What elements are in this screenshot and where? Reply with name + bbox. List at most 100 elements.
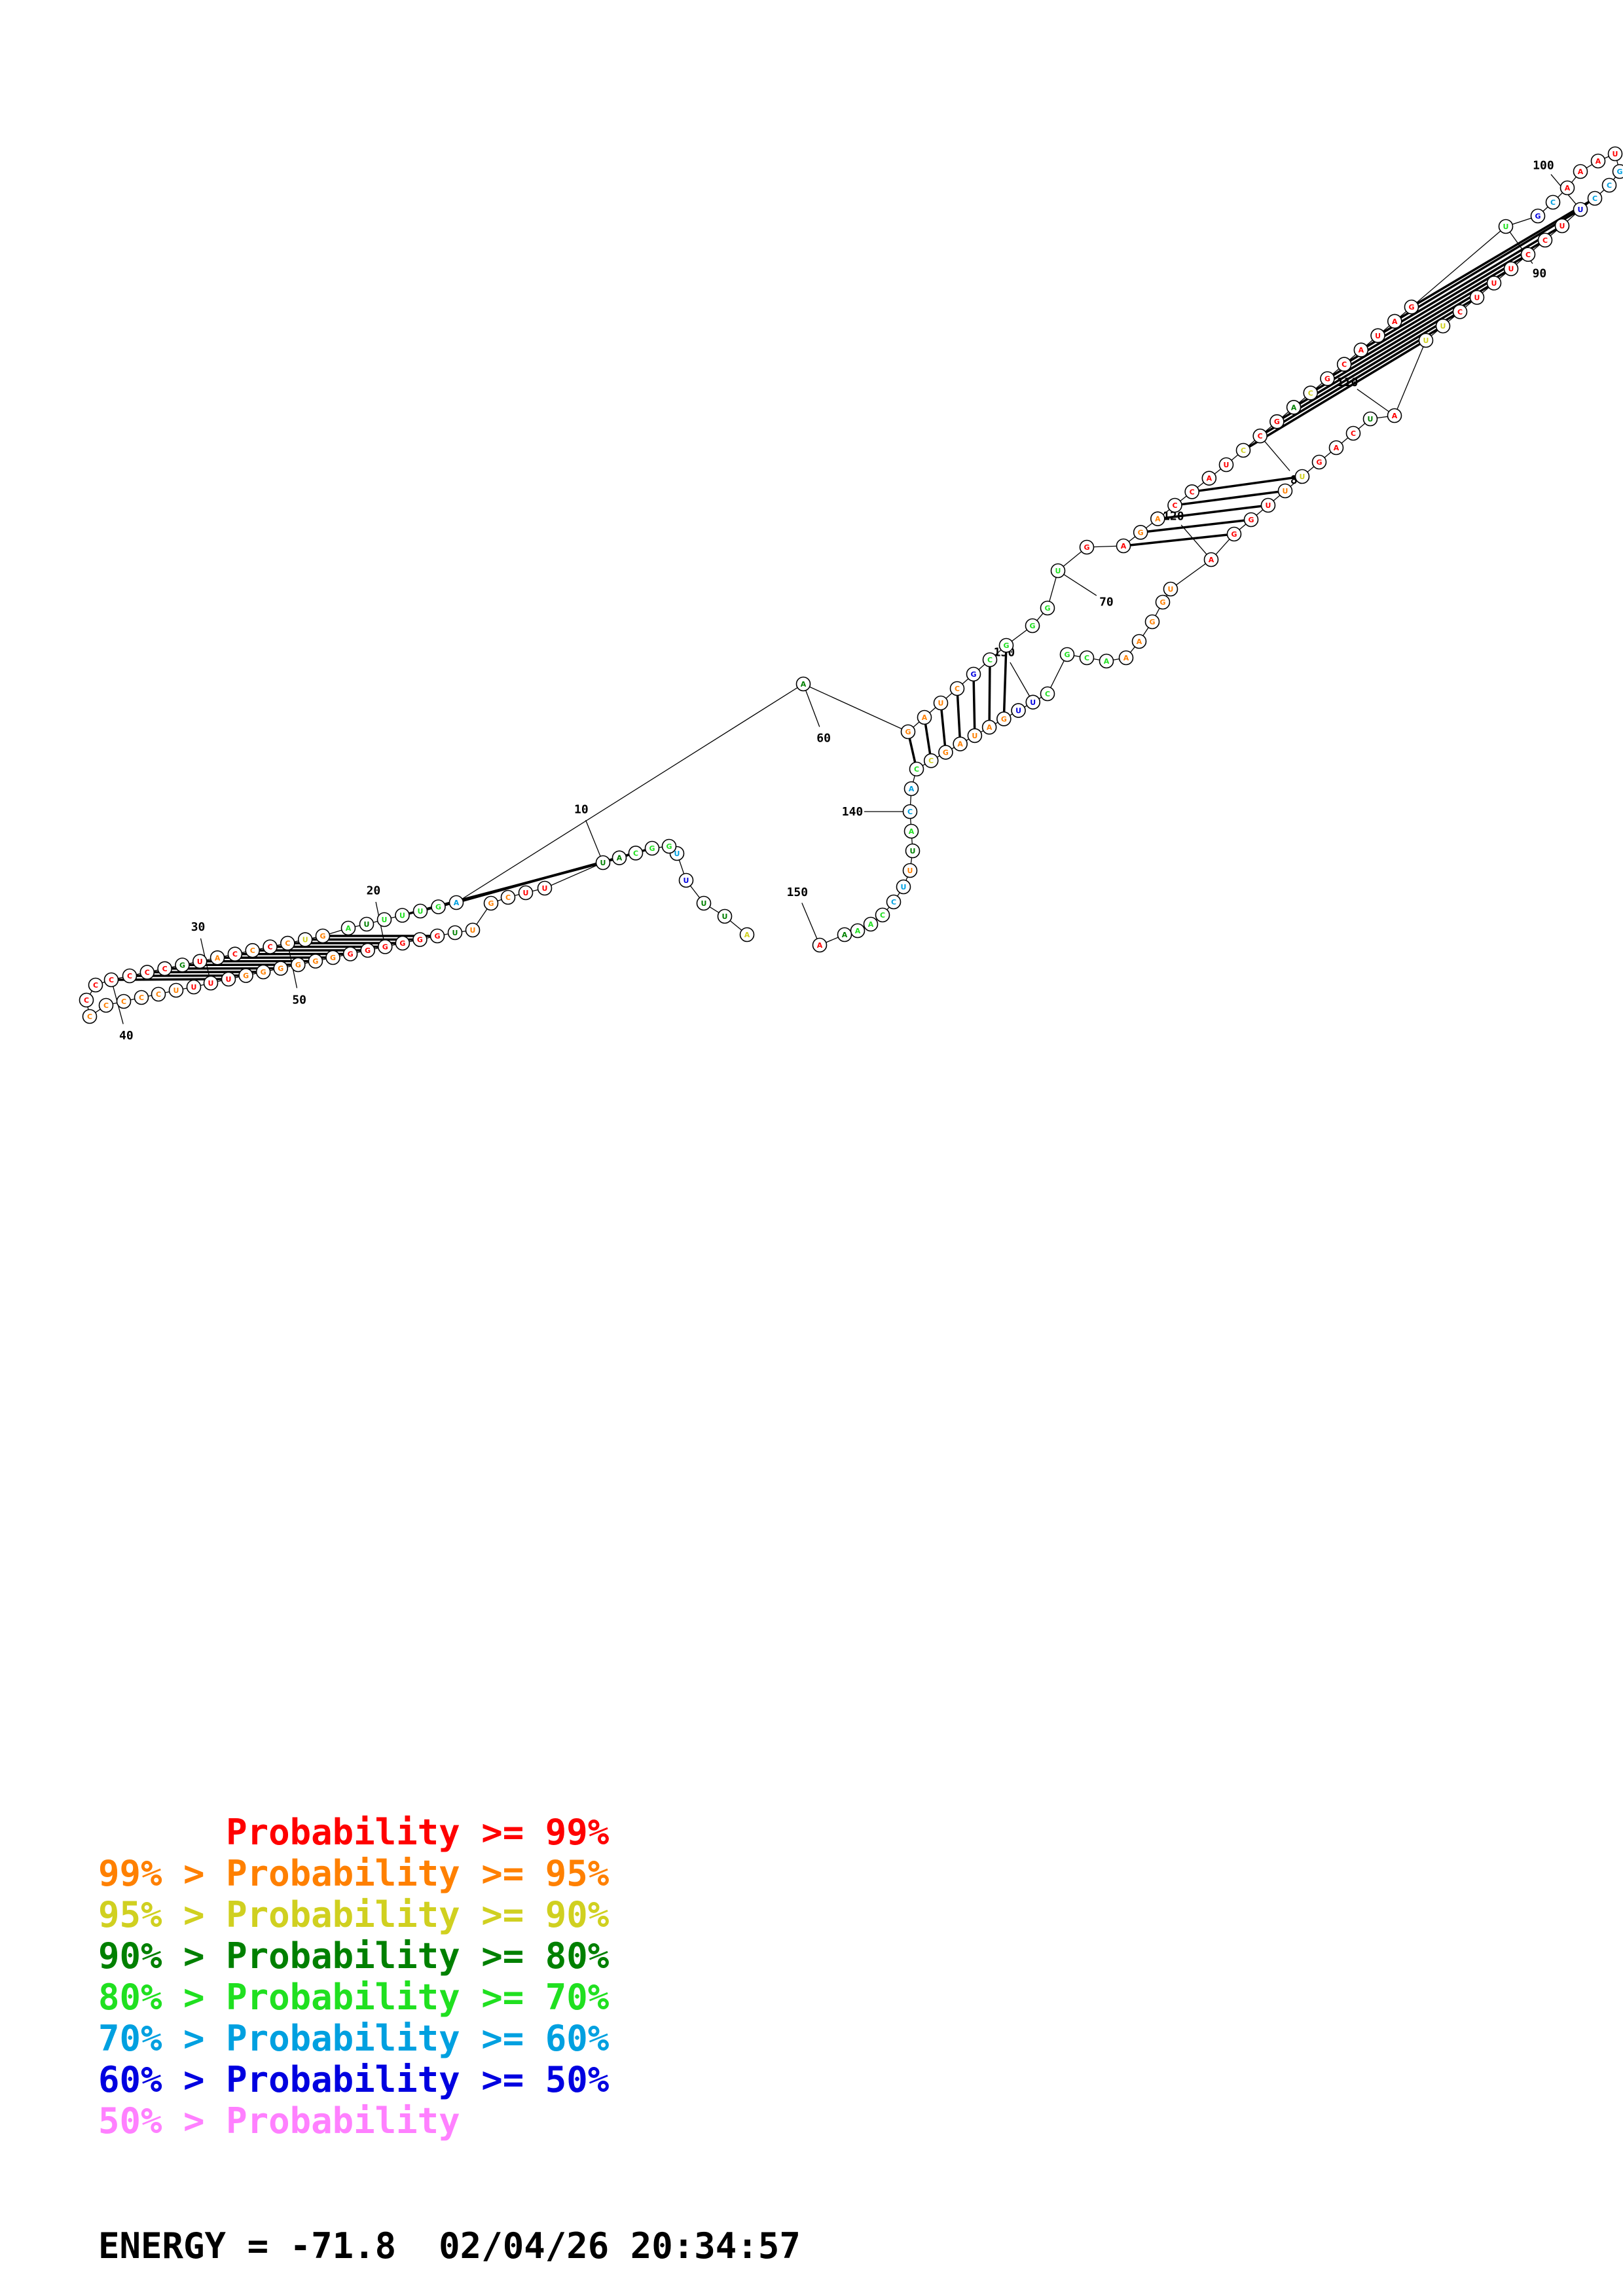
position-label: 140: [842, 805, 864, 819]
nucleotide-base: U: [1559, 222, 1565, 230]
nucleotide-circle: [297, 932, 313, 947]
nucleotide: U: [395, 908, 410, 923]
nucleotide-circle: [1277, 483, 1293, 499]
nucleotide: C: [500, 889, 516, 905]
nucleotide-base: G: [1003, 641, 1009, 650]
position-label: 150: [787, 886, 809, 899]
nucleotide-base: U: [1283, 487, 1288, 495]
nucleotide: U: [168, 982, 184, 998]
nucleotide-circle: [500, 889, 516, 905]
nucleotide-circle: [863, 916, 879, 932]
nucleotide-base: C: [1084, 654, 1089, 662]
base-pair-bond: [1266, 329, 1438, 433]
nucleotide-base: C: [891, 898, 896, 906]
nucleotide-base: A: [346, 924, 352, 933]
nucleotide-circle: [1040, 600, 1055, 616]
nucleotide-circle: [1050, 563, 1066, 579]
nucleotide-circle: [88, 977, 103, 993]
nucleotide-circle: [1320, 371, 1335, 386]
nucleotide: C: [1167, 497, 1182, 513]
nucleotide-circle: [953, 736, 968, 751]
nucleotide-circle: [395, 935, 410, 951]
nucleotide: G: [966, 666, 981, 682]
nucleotide-circle: [227, 946, 243, 962]
nucleotide-base: U: [208, 979, 214, 988]
legend-line: Probability >= 99%: [98, 1812, 610, 1853]
nucleotide: C: [886, 894, 902, 910]
nucleotide-base: U: [701, 899, 707, 908]
nucleotide-circle: [1260, 497, 1276, 513]
nucleotide-circle: [1286, 399, 1302, 415]
nucleotide-base: U: [1375, 332, 1381, 340]
nucleotide-base: U: [907, 867, 913, 875]
nucleotide-base: C: [156, 990, 161, 999]
legend-line: 80% > Probability >= 70%: [98, 1977, 610, 2018]
nucleotide: A: [448, 895, 464, 910]
base-pair-bond: [1333, 271, 1506, 376]
base-pair-bond: [1349, 257, 1523, 362]
base-pair-bond: [1165, 505, 1262, 520]
nucleotide-base: A: [1392, 317, 1398, 326]
nucleotide-base: C: [880, 911, 885, 920]
nucleotide: G: [1243, 512, 1259, 528]
nucleotide-circle: [1294, 469, 1310, 484]
nucleotide: U: [412, 903, 428, 919]
nucleotide-base: G: [330, 954, 336, 962]
base-pair-bond: [1366, 243, 1540, 348]
nucleotide: C: [263, 939, 278, 954]
nucleotide-circle: [1243, 512, 1259, 528]
nucleotide-circle: [103, 972, 119, 988]
nucleotide-base: G: [1408, 303, 1414, 312]
nucleotide-circle: [981, 719, 997, 735]
base-pairs: [118, 201, 1590, 981]
nucleotide-base: G: [1138, 528, 1144, 537]
nucleotide-circle: [1118, 650, 1134, 666]
nucleotide-base: C: [1525, 251, 1531, 259]
nucleotide: G: [1320, 371, 1335, 386]
nucleotide-base: A: [1123, 654, 1129, 662]
nucleotide-base: A: [987, 723, 993, 732]
nucleotide-circle: [1303, 386, 1319, 401]
nucleotide: U: [1435, 318, 1451, 334]
legend-line: 90% > Probability >= 80%: [98, 1935, 610, 1977]
nucleotide: U: [203, 975, 219, 991]
nucleotide: C: [139, 965, 155, 980]
nucleotide-base: U: [600, 859, 606, 867]
position-label: 20: [367, 884, 381, 897]
nucleotide: G: [1612, 164, 1623, 179]
nucleotide-circle: [315, 928, 331, 944]
nucleotide-base: G: [1248, 516, 1254, 524]
nucleotide-base: A: [1596, 157, 1601, 166]
nucleotide: A: [1328, 440, 1344, 456]
nucleotide-circle: [812, 937, 828, 953]
nucleotide: U: [1486, 276, 1502, 291]
nucleotide-base: C: [1258, 432, 1263, 440]
base-pair-bond: [1316, 285, 1489, 391]
nucleotide-circle: [448, 895, 464, 910]
nucleotide-circle: [122, 968, 137, 984]
nucleotide: C: [245, 942, 261, 958]
nucleotide-circle: [1167, 497, 1182, 513]
nucleotide: C: [1452, 304, 1468, 319]
nucleotide-circle: [1252, 428, 1267, 444]
nucleotide: G: [483, 895, 499, 911]
nucleotide-circle: [967, 728, 983, 744]
position-label: 40: [119, 1029, 134, 1043]
nucleotide: U: [1554, 218, 1570, 234]
nucleotide: C: [157, 961, 172, 977]
nucleotide-circle: [79, 992, 94, 1008]
nucleotide-circle: [595, 855, 611, 870]
nucleotide-base: C: [103, 1001, 109, 1010]
nucleotide: G: [1226, 526, 1242, 542]
nucleotide-circle: [280, 935, 295, 951]
nucleotide-base: U: [1508, 265, 1514, 274]
nucleotide-base: C: [1308, 389, 1313, 397]
nucleotide: A: [1590, 153, 1606, 169]
position-label: 50: [292, 993, 306, 1007]
nucleotide-circle: [795, 676, 811, 692]
nucleotide-base: C: [127, 972, 132, 980]
legend-line: 50% > Probability: [98, 2100, 460, 2142]
nucleotide: U: [518, 885, 534, 901]
nucleotide-circle: [134, 990, 149, 1005]
